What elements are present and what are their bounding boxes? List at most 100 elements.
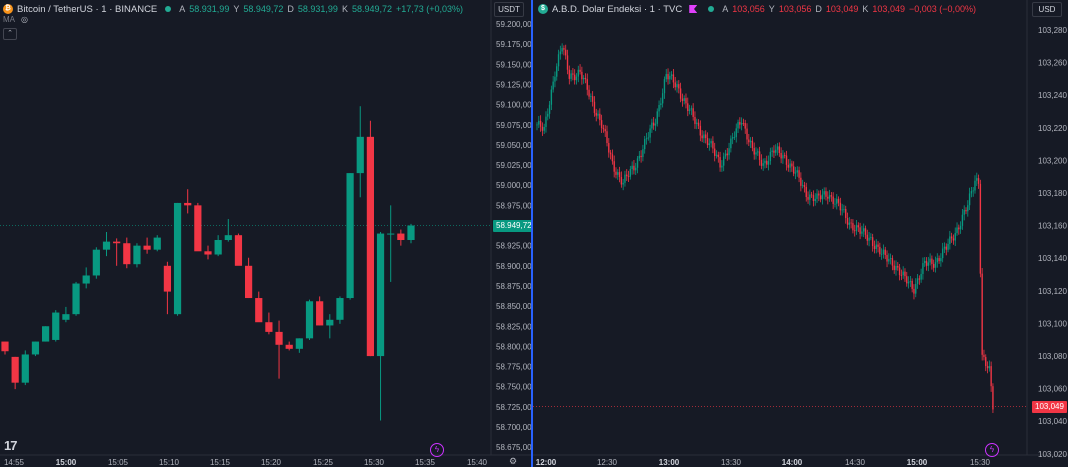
dxy-candle-body bbox=[590, 96, 592, 97]
dxy-candle-body bbox=[889, 258, 892, 260]
dxy-candle-body bbox=[620, 177, 623, 185]
dxy-candle-body bbox=[792, 166, 795, 174]
dxy-candle-body bbox=[927, 262, 930, 266]
dxy-candle-body bbox=[988, 366, 991, 369]
dxy-candle-body bbox=[563, 48, 565, 50]
dxy-ohlc-d: 103,049 bbox=[825, 4, 859, 14]
dxy-candle-body bbox=[591, 96, 594, 102]
dxy-candle-body bbox=[985, 357, 987, 367]
btc-chart-canvas[interactable]: 59.200,00 59.175,00 59.150,00 59.125,00 59.1… bbox=[0, 0, 531, 467]
time-tick-label: 12:30 bbox=[597, 458, 618, 467]
btc-ohlc-d-key: D bbox=[287, 4, 294, 14]
dxy-candle-body bbox=[669, 75, 671, 80]
dxy-candle-body bbox=[898, 267, 901, 276]
time-tick-label: 15:00 bbox=[56, 458, 77, 467]
dxy-candle-body bbox=[638, 155, 641, 159]
dxy-candle-body bbox=[599, 113, 601, 121]
dxy-candle-body bbox=[911, 280, 913, 289]
dxy-candle-body bbox=[929, 258, 931, 263]
dxy-candle-body bbox=[678, 84, 680, 89]
dxy-candle-body bbox=[547, 113, 549, 117]
dxy-candle-body bbox=[565, 49, 567, 56]
dxy-candle-body bbox=[582, 77, 585, 80]
pane-divider[interactable] bbox=[531, 0, 533, 467]
dxy-candle-body bbox=[845, 209, 847, 218]
chevron-up-icon[interactable]: ⌃ bbox=[3, 28, 17, 40]
btc-candle-body bbox=[72, 283, 80, 315]
dxy-candle-body bbox=[538, 120, 540, 125]
dxy-chart-pane[interactable]: 103,280 103,260 103,240 103,220 103,200 103,1… bbox=[533, 0, 1068, 467]
btc-candle-body bbox=[42, 326, 50, 342]
dxy-candle-body bbox=[936, 258, 938, 263]
dxy-candle-body bbox=[665, 74, 667, 80]
dxy-candle-body bbox=[981, 273, 983, 355]
dxy-candle-body bbox=[749, 140, 752, 143]
dxy-candle-body bbox=[913, 288, 915, 294]
dxy-currency-button[interactable]: USD bbox=[1032, 2, 1062, 17]
btc-chart-pane[interactable]: 59.200,00 59.175,00 59.150,00 59.125,00 59.1… bbox=[0, 0, 531, 467]
btc-candle-body bbox=[305, 301, 314, 339]
dxy-candle-body bbox=[762, 163, 764, 166]
dxy-candle-body bbox=[832, 196, 834, 204]
dxy-symbol-title[interactable]: A.B.D. Dolar Endeksi · 1 · TVC bbox=[552, 3, 683, 15]
dxy-candle-body bbox=[825, 191, 827, 197]
btc-candle-body bbox=[275, 331, 283, 345]
dxy-candle-body bbox=[748, 139, 750, 143]
dxy-candle-body bbox=[886, 254, 888, 262]
dxy-candle-body bbox=[784, 155, 786, 157]
dxy-candle-body bbox=[600, 120, 603, 129]
dxy-candle-body bbox=[766, 160, 768, 165]
tradingview-logo[interactable]: 17 bbox=[4, 438, 18, 453]
dxy-candle-body bbox=[679, 88, 682, 99]
dxy-chart-canvas[interactable]: 103,280 103,260 103,240 103,220 103,200 103,1… bbox=[533, 0, 1068, 467]
dxy-candle-body bbox=[652, 122, 655, 126]
btc-symbol-title[interactable]: Bitcoin / TetherUS · 1 · BINANCE bbox=[17, 3, 158, 15]
dxy-candle-body bbox=[541, 126, 544, 131]
dxy-candle-body bbox=[609, 152, 612, 155]
dxy-candle-body bbox=[821, 194, 824, 200]
dxy-candle-body bbox=[617, 172, 619, 175]
dxy-candle-body bbox=[719, 157, 721, 168]
dxy-candle-body bbox=[906, 276, 908, 284]
dxy-candle-body bbox=[572, 73, 574, 75]
btc-candle-body bbox=[245, 265, 253, 299]
dxy-candle-body bbox=[548, 104, 551, 114]
dxy-candle-body bbox=[602, 128, 605, 130]
btc-currency-button[interactable]: USDT bbox=[494, 2, 524, 17]
dxy-candle-body bbox=[654, 123, 657, 126]
dxy-candle-body bbox=[661, 93, 664, 104]
dxy-candle-body bbox=[717, 154, 719, 158]
dxy-candle-body bbox=[626, 174, 628, 177]
time-tick-label: 14:30 bbox=[845, 458, 866, 467]
lightning-icon[interactable]: ϟ bbox=[430, 443, 444, 457]
btc-ohlc-k: 58.949,72 bbox=[351, 4, 392, 14]
price-tick-label: 59.050,00 bbox=[496, 141, 531, 150]
price-tick-label: 59.200,00 bbox=[496, 20, 531, 29]
gear-icon[interactable]: ⚙ bbox=[509, 456, 518, 466]
dxy-candle-body bbox=[667, 74, 669, 80]
dxy-candle-body bbox=[649, 128, 651, 138]
dxy-candle-body bbox=[796, 170, 798, 173]
dxy-candle-body bbox=[688, 109, 691, 112]
eye-off-icon[interactable]: ◎ bbox=[21, 15, 28, 24]
dxy-ohlc-k: 103,049 bbox=[872, 4, 905, 14]
dollar-icon: $ bbox=[538, 4, 548, 14]
dxy-candle-body bbox=[776, 146, 779, 150]
ma-indicator-label[interactable]: MA bbox=[3, 15, 15, 24]
btc-candle-body bbox=[234, 235, 243, 266]
price-tick-label: 58.775,00 bbox=[496, 363, 531, 372]
dxy-candle-body bbox=[615, 171, 617, 175]
dxy-candle-body bbox=[701, 135, 703, 139]
dxy-candle-body bbox=[611, 154, 614, 162]
btc-candle-body bbox=[316, 301, 324, 326]
btc-candle-body bbox=[82, 275, 90, 284]
lightning-icon[interactable]: ϟ bbox=[985, 443, 999, 457]
dxy-candle-body bbox=[577, 69, 579, 77]
dxy-candle-body bbox=[755, 152, 757, 155]
dxy-candle-body bbox=[983, 354, 985, 358]
time-tick-label: 14:00 bbox=[782, 458, 803, 467]
dxy-candle-body bbox=[938, 258, 940, 262]
btc-candle-body bbox=[21, 354, 29, 383]
price-tick-label: 103,060 bbox=[1038, 385, 1067, 394]
dxy-candle-body bbox=[846, 217, 849, 225]
